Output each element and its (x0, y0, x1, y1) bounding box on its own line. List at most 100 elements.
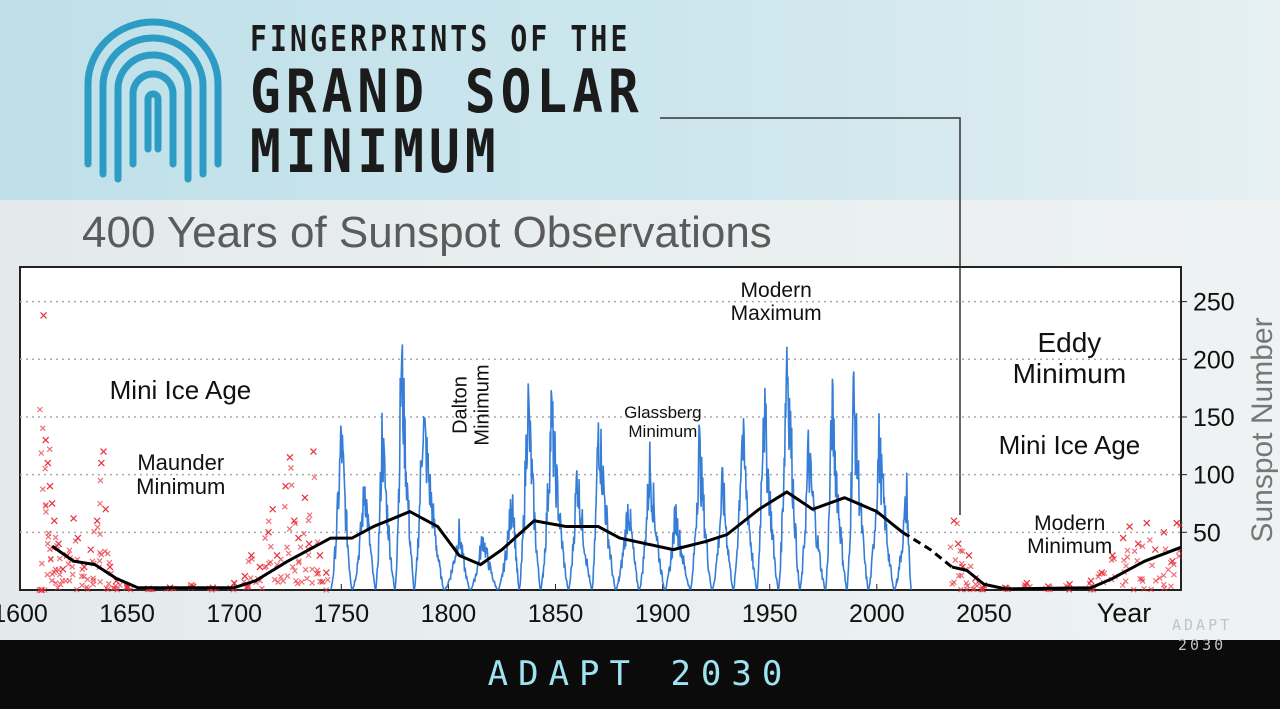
proxy-point (295, 559, 302, 566)
annotation: Maunder Minimum (136, 449, 226, 499)
proxy-point (1134, 557, 1141, 564)
y-tick-label: 200 (1193, 346, 1235, 374)
proxy-point (309, 580, 316, 586)
proxy-point (1176, 553, 1182, 560)
proxy-point (1126, 523, 1134, 530)
proxy-point (1152, 577, 1159, 584)
proxy-point (100, 448, 107, 455)
proxy-point (305, 552, 312, 559)
annotation: Dalton Minimum (450, 364, 495, 446)
proxy-point (105, 580, 112, 587)
proxy-point (52, 580, 59, 587)
proxy-point (97, 578, 104, 585)
proxy-point (1160, 572, 1167, 579)
proxy-point (79, 566, 86, 573)
proxy-point (52, 534, 59, 541)
proxy-point (1171, 571, 1177, 578)
observed-cycle (798, 429, 827, 591)
proxy-point (323, 587, 330, 593)
proxy-point (39, 425, 46, 432)
proxy-point (285, 550, 292, 557)
y-tick-label: 100 (1193, 462, 1235, 490)
proxy-point (1148, 586, 1155, 593)
proxy-point (980, 586, 987, 593)
proxy-point (300, 530, 307, 537)
proxy-point (305, 540, 313, 548)
proxy-point (1109, 551, 1116, 559)
proxy-point (284, 573, 291, 580)
fingerprint-icon (84, 18, 222, 183)
proxy-point (69, 563, 76, 570)
observed-cycle (413, 415, 445, 591)
proxy-point (56, 555, 63, 562)
sunspot-chart: 50 100 150 200 250 1600 1650 1700 1750 1800 1850 19… (0, 117, 1279, 628)
header-banner (0, 0, 1280, 200)
annotation: Mini Ice Age (109, 374, 252, 405)
proxy-point (297, 544, 304, 551)
proxy-point (275, 579, 282, 585)
observed-cycle (539, 390, 570, 591)
proxy-point (48, 577, 55, 584)
proxy-point (247, 575, 254, 582)
title-line-2: GRAND SOLAR (250, 57, 644, 127)
observed-cycle (732, 418, 758, 591)
proxy-point (1143, 519, 1151, 527)
proxy-point (967, 563, 974, 570)
observed-cycle (867, 413, 895, 591)
proxy-point (106, 563, 114, 571)
observed-cycle (689, 424, 713, 591)
proxy-point (231, 580, 238, 587)
proxy-point (1139, 578, 1146, 584)
annotation: Mini Ice Age (998, 430, 1141, 461)
proxy-point (104, 550, 111, 557)
proxy-point (1066, 580, 1074, 588)
proxy-point (965, 551, 973, 559)
proxy-point (267, 559, 274, 566)
proxy-point (954, 520, 961, 527)
chart-title: 400 Years of Sunspot Observations (82, 208, 772, 257)
observed-cycle (846, 371, 870, 591)
proxy-point (1134, 540, 1142, 548)
proxy-point (311, 474, 318, 481)
proxy-point (49, 571, 56, 577)
observed-cycle (824, 378, 848, 591)
proxy-point (81, 573, 87, 580)
watermark-line-2: 2030 (1178, 636, 1227, 654)
proxy-point (97, 500, 103, 507)
proxy-point (265, 528, 272, 536)
proxy-point (1160, 528, 1168, 536)
proxy-point (277, 573, 284, 580)
observed-cycle (567, 470, 593, 591)
y-tick-label: 250 (1193, 289, 1235, 317)
watermark-line-1: ADAPT (1172, 616, 1233, 634)
proxy-point (964, 582, 971, 589)
observed-cycle (469, 535, 499, 591)
proxy-point (309, 566, 316, 573)
proxy-point (245, 584, 252, 590)
proxy-point (322, 569, 330, 577)
proxy-point (249, 556, 255, 562)
proxy-point (319, 579, 325, 585)
proxy-point (97, 459, 105, 467)
proxy-point (48, 500, 56, 507)
proxy-point (267, 543, 274, 550)
proxy-point (42, 436, 50, 444)
proxy-point (1141, 585, 1147, 592)
proxy-point (44, 571, 51, 578)
x-tick-label: 2000 (849, 600, 905, 628)
x-tick-label: 1700 (206, 600, 262, 628)
proxy-point (46, 482, 54, 490)
proxy-point (87, 546, 95, 554)
proxy-point (1156, 575, 1163, 582)
proxy-point (951, 579, 957, 586)
proxy-point (952, 557, 959, 563)
proxy-point (957, 586, 964, 593)
proxy-point (286, 525, 293, 532)
connector-line (660, 117, 961, 515)
proxy-point (271, 576, 278, 583)
proxy-point (102, 505, 110, 513)
proxy-point (259, 585, 265, 592)
proxy-point (1101, 570, 1108, 577)
proxy-point (114, 586, 121, 593)
proxy-point (1161, 585, 1168, 592)
